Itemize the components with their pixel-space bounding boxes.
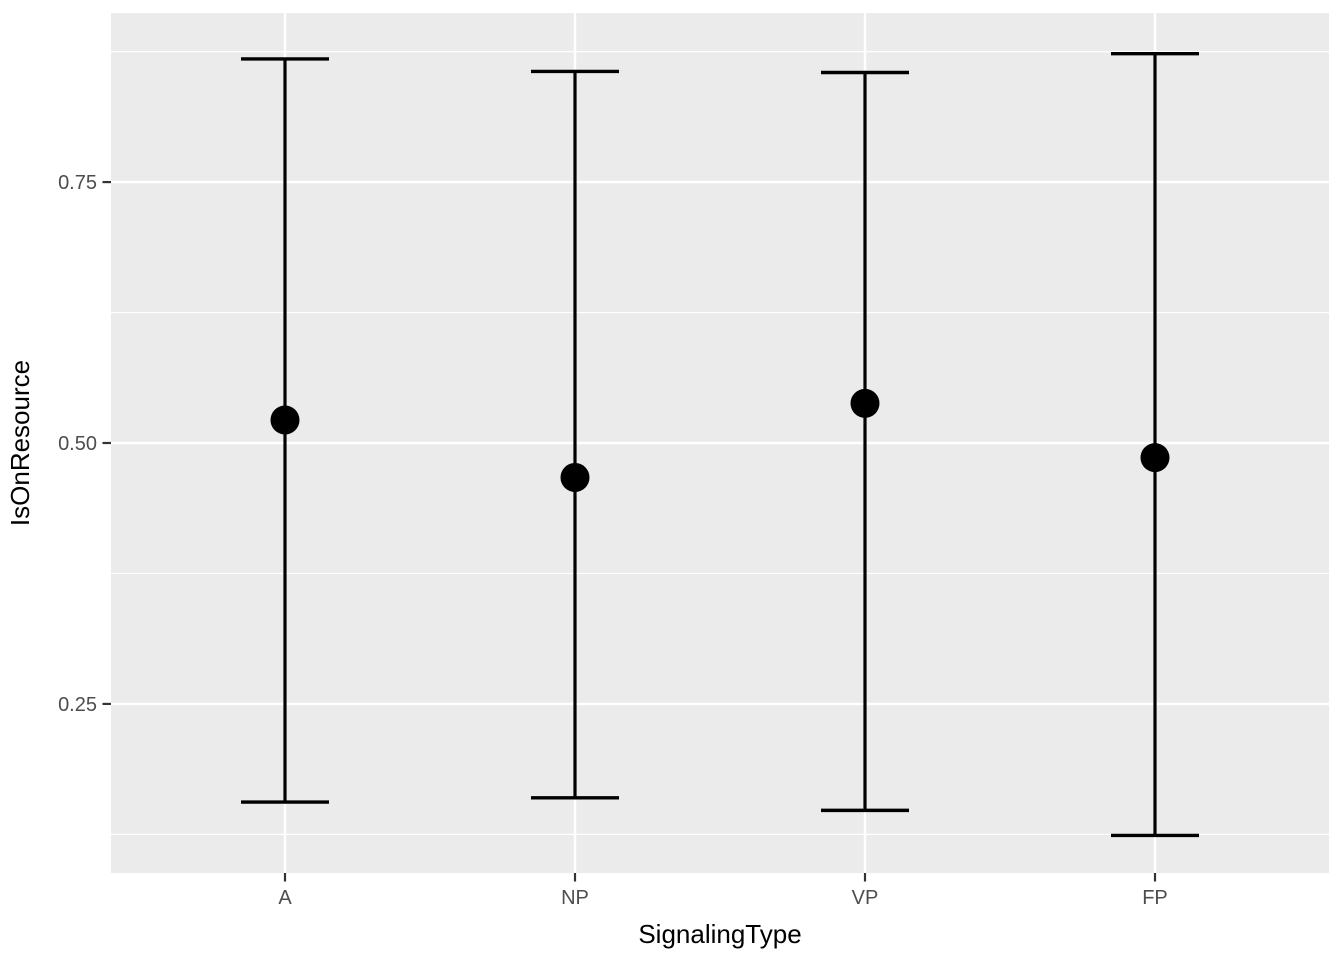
y-tick-label: 0.75 [58, 172, 97, 194]
x-tick-label: FP [1142, 887, 1168, 909]
point-marker [270, 405, 300, 435]
y-tick-label: 0.25 [58, 694, 97, 716]
y-tick-label: 0.50 [58, 433, 97, 455]
x-tick-label: NP [561, 887, 589, 909]
point-marker [560, 462, 590, 492]
y-axis-title: IsOnResource [5, 360, 35, 526]
x-tick-label: VP [852, 887, 879, 909]
point-marker [850, 388, 880, 418]
chart-layers: 0.25 0.50 0.75 A NP VP FP [58, 13, 1329, 909]
x-axis-title: SignalingType [638, 919, 801, 949]
x-tick-label: A [278, 887, 292, 909]
point-marker [1140, 443, 1170, 473]
